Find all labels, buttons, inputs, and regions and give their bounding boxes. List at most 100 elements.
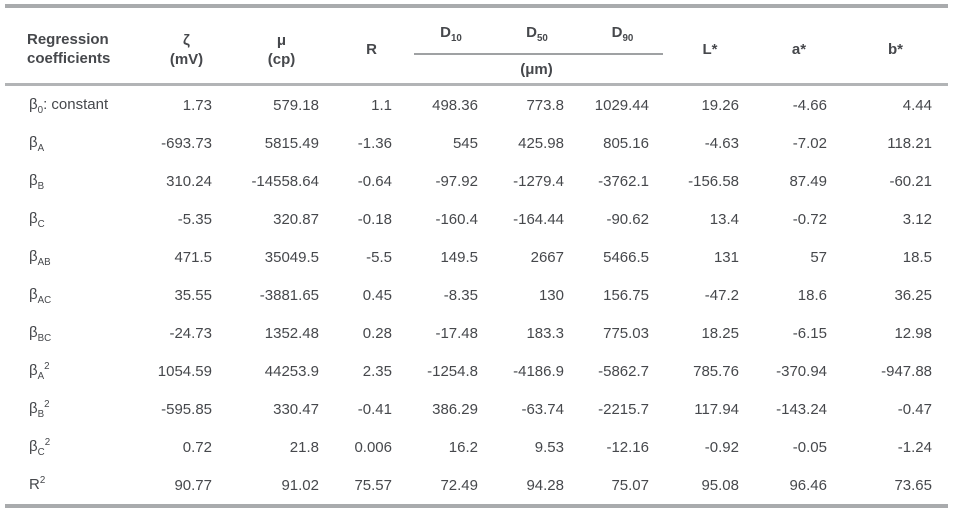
cell-value: 579.18: [273, 96, 319, 114]
row-label-base: β: [29, 361, 38, 379]
cell-value: -160.4: [435, 210, 478, 228]
header-lstar: L*: [702, 41, 718, 59]
row-label-base: β: [29, 95, 38, 113]
cell-value: -1.36: [357, 134, 392, 152]
cell-value: -143.24: [776, 400, 827, 418]
cell-value: -90.62: [606, 210, 649, 228]
cell-value: 310.24: [166, 172, 212, 190]
cell-value: -370.94: [776, 362, 827, 380]
row-label-superscript: 2: [44, 360, 50, 372]
cell-value: -693.73: [161, 134, 212, 152]
cell-value: 90.77: [174, 476, 212, 494]
row-label: βC: [5, 200, 145, 238]
cell-value: 57: [810, 248, 827, 266]
cell-value: -4.66: [792, 96, 827, 114]
row-label-subscript: B: [37, 180, 45, 192]
row-label: βB: [5, 162, 145, 200]
table-bottom-border: [5, 504, 948, 508]
cell-value: -24.73: [169, 324, 212, 342]
cell-value: 3.12: [902, 210, 932, 228]
cell-value: 91.02: [281, 476, 319, 494]
cell-value: 0.72: [182, 438, 212, 456]
cell-value: 18.6: [797, 286, 827, 304]
cell-value: -1279.4: [513, 172, 564, 190]
cell-value: -4186.9: [513, 362, 564, 380]
row-label: βC2: [5, 428, 145, 466]
row-label-superscript: 2: [44, 398, 50, 410]
cell-value: -595.85: [161, 400, 212, 418]
table-row: βA -693.73 5815.49 -1.36 545 425.98 805.…: [5, 124, 948, 162]
cell-value: 5466.5: [603, 248, 649, 266]
cell-value: -0.18: [357, 210, 392, 228]
row-label-subscript: AB: [37, 256, 51, 268]
cell-value: -4.63: [704, 134, 739, 152]
mu-unit: (cp): [267, 51, 296, 68]
cell-value: 19.26: [701, 96, 739, 114]
row-label: βA2: [5, 352, 145, 390]
cell-value: -14558.64: [251, 172, 319, 190]
cell-value: -12.16: [606, 438, 649, 456]
cell-value: 18.25: [701, 324, 739, 342]
row-label: βA: [5, 124, 145, 162]
cell-value: 117.94: [694, 400, 739, 418]
cell-value: 156.75: [603, 286, 649, 304]
row-label-subscript: AC: [37, 294, 52, 306]
cell-value: 1.73: [182, 96, 212, 114]
cell-value: 330.47: [273, 400, 319, 418]
row-label-subscript: 0: [37, 104, 44, 116]
row-label-base: β: [29, 133, 38, 151]
row-label: βBC: [5, 314, 145, 352]
cell-value: 12.98: [894, 324, 932, 342]
cell-value: 425.98: [518, 134, 564, 152]
header-d10: D10: [408, 10, 494, 53]
cell-value: 21.8: [289, 438, 319, 456]
cell-value: 183.3: [526, 324, 564, 342]
table-row: βA2 1054.59 44253.9 2.35 -1254.8 -4186.9…: [5, 352, 948, 390]
cell-value: -6.15: [792, 324, 827, 342]
cell-value: 0.006: [354, 438, 392, 456]
cell-value: 4.44: [902, 96, 932, 114]
row-label-subscript: C: [37, 218, 45, 230]
cell-value: 805.16: [603, 134, 649, 152]
cell-value: -0.72: [792, 210, 827, 228]
row-label-subscript: C: [37, 446, 45, 458]
cell-value: 1054.59: [157, 362, 212, 380]
cell-value: 1352.48: [264, 324, 319, 342]
cell-value: -947.88: [881, 362, 932, 380]
mu-symbol: μ: [276, 31, 287, 49]
cell-value: 775.03: [603, 324, 649, 342]
header-r: R: [366, 41, 377, 59]
cell-value: 785.76: [693, 362, 739, 380]
table-top-border: [5, 4, 948, 8]
row-label-superscript: 2: [39, 474, 46, 486]
table-row: βB 310.24 -14558.64 -0.64 -97.92 -1279.4…: [5, 162, 948, 200]
header-line2: coefficients: [27, 50, 111, 67]
cell-value: 130: [538, 286, 564, 304]
d10-sub: 10: [450, 32, 462, 44]
cell-value: 0.45: [362, 286, 392, 304]
cell-value: 18.5: [902, 248, 932, 266]
cell-value: -0.05: [792, 438, 827, 456]
cell-value: 131: [713, 248, 739, 266]
regression-coefficients-table: Regression coefficients ζ (mV) μ (cp) R …: [5, 10, 948, 504]
cell-value: -0.47: [897, 400, 932, 418]
cell-value: 5815.49: [264, 134, 319, 152]
cell-value: 87.49: [789, 172, 827, 190]
cell-value: 9.53: [534, 438, 564, 456]
cell-value: 118.21: [887, 134, 932, 152]
cell-value: 386.29: [432, 400, 478, 418]
header-regression-coefficients: Regression coefficients: [5, 10, 145, 85]
table-row: β0: constant 1.73 579.18 1.1 498.36 773.…: [5, 85, 948, 125]
zeta-symbol: ζ: [183, 31, 190, 49]
d10-base: D: [440, 23, 451, 41]
cell-value: -5862.7: [598, 362, 649, 380]
header-mu: μ (cp): [228, 10, 335, 85]
cell-value: 149.5: [440, 248, 478, 266]
cell-value: 95.08: [701, 476, 739, 494]
cell-value: -5.35: [177, 210, 212, 228]
table-row: βC -5.35 320.87 -0.18 -160.4 -164.44 -90…: [5, 200, 948, 238]
d90-base: D: [611, 23, 623, 41]
cell-value: 35049.5: [264, 248, 319, 266]
row-label-subscript: B: [37, 408, 45, 420]
